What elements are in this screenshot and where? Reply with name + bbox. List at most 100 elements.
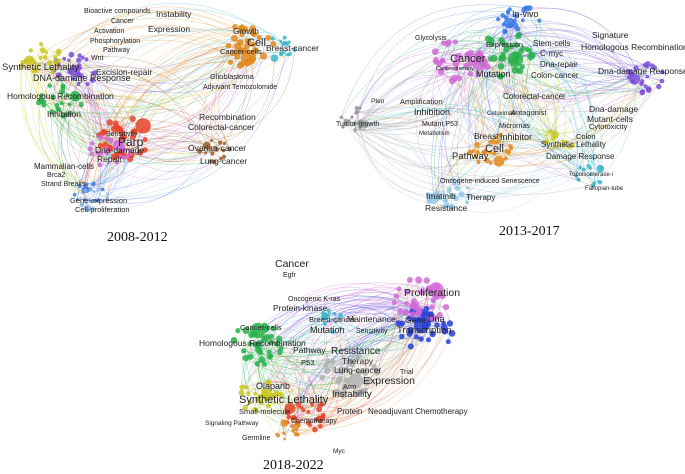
network-node: [106, 192, 110, 196]
network-node: [498, 73, 504, 80]
network-edge: [86, 59, 249, 84]
network-node: [656, 83, 662, 90]
network-edge: [470, 73, 634, 103]
network-node: [230, 337, 238, 344]
network-edge: [440, 27, 518, 72]
network-edge: [245, 357, 264, 391]
network-node: [293, 432, 298, 437]
network-node: [467, 149, 474, 156]
network-edge: [472, 59, 511, 147]
network-edge: [457, 73, 477, 157]
network-node: [360, 121, 369, 129]
network-node: [399, 333, 405, 340]
network-edge: [435, 59, 570, 148]
network-node: [516, 67, 524, 75]
network-edge: [44, 57, 145, 151]
network-edge: [518, 29, 633, 75]
network-edge: [358, 314, 413, 373]
term-label: Expression: [486, 40, 523, 49]
network-edge: [297, 288, 400, 424]
network-edge: [260, 358, 378, 403]
network-node: [451, 74, 458, 82]
network-edge: [461, 58, 500, 162]
term-label: Dna-damage: [589, 104, 638, 114]
network-node: [270, 54, 279, 62]
network-edge: [526, 7, 538, 51]
network-node: [239, 384, 245, 390]
network-node: [358, 126, 362, 130]
network-edge: [456, 7, 541, 199]
network-node: [212, 159, 217, 164]
network-node: [238, 61, 246, 68]
network-edge: [253, 333, 366, 392]
term-label: Brca2: [47, 172, 65, 179]
network-node: [234, 54, 241, 60]
network-node: [393, 293, 399, 299]
network-node: [411, 316, 418, 323]
network-edge: [73, 74, 92, 155]
term-label: Lung-cancer: [334, 365, 381, 375]
network-node: [38, 42, 44, 47]
network-edge: [86, 147, 110, 185]
network-node: [84, 201, 88, 205]
network-node: [98, 134, 104, 141]
network-edge: [106, 157, 125, 198]
network-edge: [509, 24, 566, 142]
network-edge: [364, 108, 595, 184]
network-node: [640, 89, 646, 94]
network-node: [242, 354, 249, 362]
network-edge: [449, 49, 507, 207]
network-edge: [297, 288, 400, 426]
network-node: [421, 322, 429, 330]
network-node: [257, 393, 263, 399]
network-edge: [359, 108, 601, 183]
network-node: [85, 81, 90, 87]
network-node: [327, 311, 331, 315]
network-edge: [322, 312, 429, 351]
network-edge: [359, 123, 468, 203]
network-edge: [268, 363, 356, 384]
network-node: [467, 49, 474, 57]
network-node: [521, 18, 525, 22]
network-node: [450, 206, 455, 210]
network-node: [323, 322, 327, 326]
network-node: [361, 369, 369, 376]
network-node: [415, 311, 422, 317]
network-node: [496, 17, 501, 22]
network-node: [628, 71, 634, 77]
network-node: [119, 135, 126, 142]
network-node: [338, 313, 343, 319]
network-node: [343, 118, 348, 124]
network-node: [121, 148, 126, 153]
network-node: [77, 184, 82, 189]
network-node: [128, 152, 133, 157]
network-node: [78, 101, 84, 108]
network-edge: [74, 26, 235, 195]
network-edge: [356, 107, 595, 184]
network-node: [581, 167, 586, 172]
network-edge: [526, 7, 559, 142]
network-edge: [519, 34, 583, 168]
term-label: Adjuvant Temozolomide: [203, 84, 277, 91]
network-edge: [83, 55, 264, 193]
network-node: [494, 136, 498, 140]
network-node: [490, 139, 496, 145]
network-node: [550, 136, 556, 141]
network-edge: [441, 24, 504, 201]
network-node: [29, 58, 35, 64]
network-node: [55, 72, 62, 78]
network-node: [325, 358, 332, 365]
network-node: [295, 401, 302, 408]
network-node: [76, 73, 80, 77]
network-edge: [433, 23, 514, 199]
network-edge: [354, 34, 520, 131]
period-title: 2018-2022: [263, 458, 324, 473]
term-label: Expression: [363, 375, 415, 387]
network-edge: [360, 120, 601, 195]
term-label: Cetuximab: [487, 111, 516, 117]
network-node: [448, 329, 456, 337]
network-node: [339, 115, 344, 120]
network-node: [443, 304, 450, 311]
network-edge: [80, 26, 236, 199]
term-label: Resistance: [425, 203, 467, 213]
